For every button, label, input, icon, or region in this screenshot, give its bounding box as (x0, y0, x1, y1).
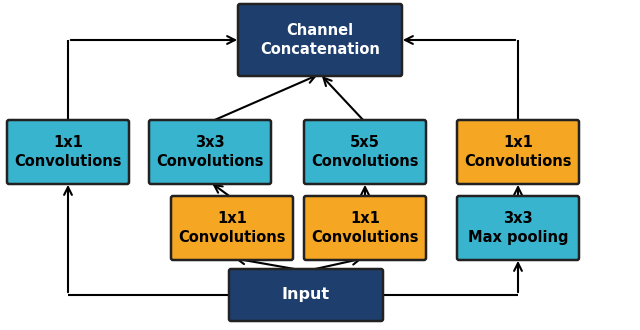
Text: 5x5
Convolutions: 5x5 Convolutions (311, 135, 419, 169)
FancyBboxPatch shape (457, 196, 579, 260)
Text: Channel
Concatenation: Channel Concatenation (260, 23, 380, 57)
FancyBboxPatch shape (238, 4, 402, 76)
Text: 1x1
Convolutions: 1x1 Convolutions (464, 135, 572, 169)
FancyBboxPatch shape (149, 120, 271, 184)
FancyBboxPatch shape (304, 120, 426, 184)
Text: 3x3
Max pooling: 3x3 Max pooling (468, 211, 568, 245)
Text: 1x1
Convolutions: 1x1 Convolutions (311, 211, 419, 245)
Text: 3x3
Convolutions: 3x3 Convolutions (156, 135, 264, 169)
Text: Input: Input (282, 287, 330, 303)
Text: 1x1
Convolutions: 1x1 Convolutions (179, 211, 285, 245)
FancyBboxPatch shape (304, 196, 426, 260)
FancyBboxPatch shape (229, 269, 383, 321)
FancyBboxPatch shape (171, 196, 293, 260)
FancyBboxPatch shape (457, 120, 579, 184)
Text: 1x1
Convolutions: 1x1 Convolutions (14, 135, 122, 169)
FancyBboxPatch shape (7, 120, 129, 184)
